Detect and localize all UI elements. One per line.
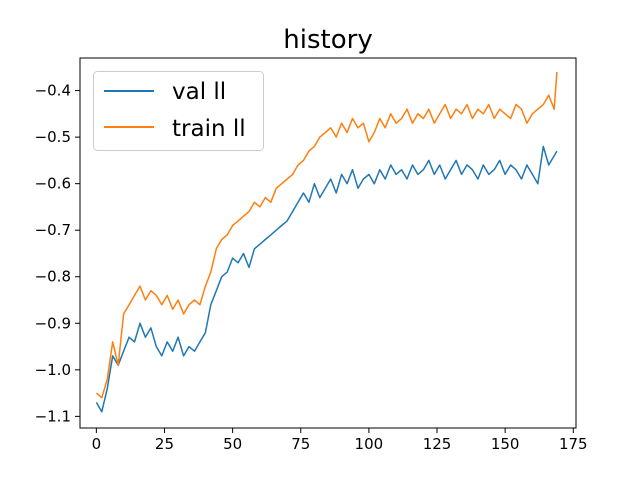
x-tick-label: 150 — [491, 435, 520, 453]
y-tick-label: −0.5 — [35, 128, 71, 146]
chart-title: history — [283, 25, 372, 55]
x-axis: 0 25 50 75 100 125 150 175 — [92, 428, 588, 453]
x-tick-label: 75 — [291, 435, 310, 453]
y-tick-label: −0.4 — [35, 82, 71, 100]
series-layer — [95, 71, 558, 413]
plot-frame — [79, 57, 577, 429]
y-tick-label: −0.9 — [35, 314, 71, 332]
x-tick-label: 100 — [355, 435, 384, 453]
series-line-val-ll — [95, 145, 558, 413]
y-tick-label: −0.6 — [35, 175, 71, 193]
series-line-train-ll — [95, 71, 558, 399]
x-tick-label: 25 — [155, 435, 174, 453]
y-tick-label: −0.8 — [35, 268, 71, 286]
x-tick-label: 175 — [559, 435, 588, 453]
legend-label-train-ll: train ll — [172, 116, 246, 142]
legend: val ll train ll — [93, 71, 264, 151]
y-tick-label: −1.0 — [35, 361, 71, 379]
x-tick-label: 125 — [423, 435, 452, 453]
y-axis: −1.1 −1.0 −0.9 −0.8 −0.7 −0.6 −0.5 −0.4 — [35, 82, 80, 425]
y-tick-label: −1.1 — [35, 407, 71, 425]
y-tick-label: −0.7 — [35, 221, 71, 239]
x-tick-label: 0 — [92, 435, 102, 453]
x-tick-label: 50 — [223, 435, 242, 453]
legend-label-val-ll: val ll — [172, 79, 226, 105]
